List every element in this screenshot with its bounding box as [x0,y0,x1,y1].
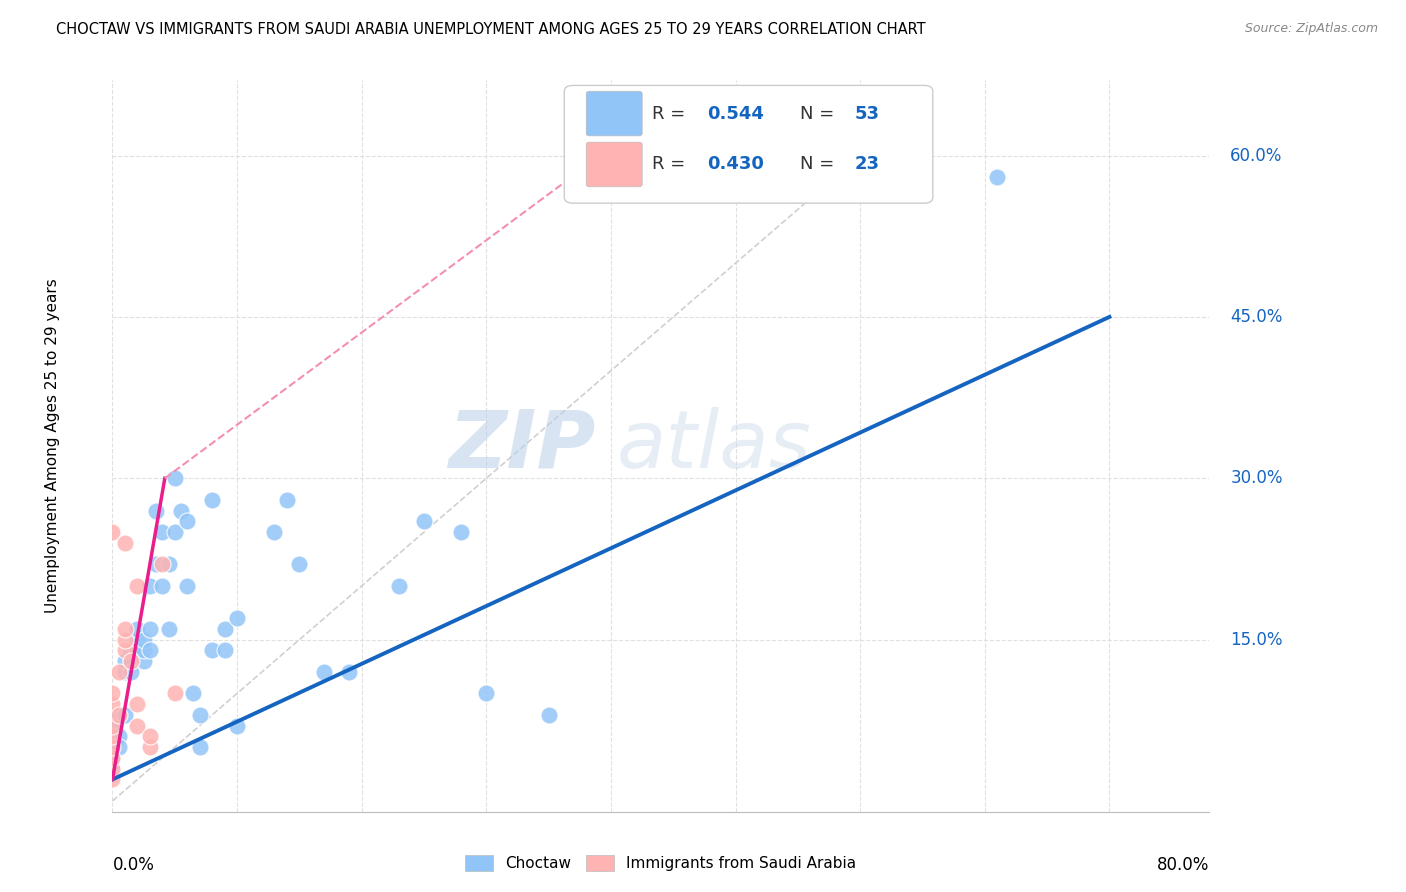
Point [176,579,198,593]
Point [127,719,149,733]
Point [188,707,211,722]
Point [201,643,224,657]
Point [150,524,173,539]
Point [114,632,136,647]
Point [101,524,124,539]
Point [101,762,124,776]
Text: 30.0%: 30.0% [1230,469,1282,487]
Point [170,503,193,517]
Text: R =: R = [652,155,690,173]
Point [127,643,149,657]
Text: N =: N = [800,104,841,122]
Text: ZIP: ZIP [447,407,595,485]
Point [114,707,136,722]
Text: 45.0%: 45.0% [1230,308,1282,326]
Point [139,730,162,744]
Point [163,524,186,539]
Point [276,492,298,507]
Point [101,686,124,700]
FancyBboxPatch shape [586,91,643,136]
Point [114,643,136,657]
Point [214,643,236,657]
Point [132,632,155,647]
Point [107,707,129,722]
Point [101,697,124,711]
Point [139,740,162,755]
Text: 53: 53 [855,104,880,122]
Point [101,740,124,755]
Point [139,579,162,593]
FancyBboxPatch shape [564,86,932,203]
Point [288,558,311,572]
Point [226,611,249,625]
Text: Unemployment Among Ages 25 to 29 years: Unemployment Among Ages 25 to 29 years [45,278,59,614]
Point [107,740,129,755]
Point [114,536,136,550]
Point [201,492,224,507]
Point [101,751,124,765]
Point [101,740,124,755]
Point [139,643,162,657]
Text: 15.0%: 15.0% [1230,631,1282,648]
Point [537,707,560,722]
Text: atlas: atlas [617,407,811,485]
Point [413,514,436,528]
Point [101,751,124,765]
Point [214,622,236,636]
Legend: Choctaw, Immigrants from Saudi Arabia: Choctaw, Immigrants from Saudi Arabia [460,849,862,877]
Point [157,558,180,572]
Point [132,654,155,668]
Point [114,622,136,636]
FancyBboxPatch shape [586,142,643,186]
Point [150,558,173,572]
Point [314,665,336,679]
Point [120,654,142,668]
Text: 0.430: 0.430 [707,155,763,173]
Point [188,740,211,755]
Point [263,524,285,539]
Point [114,654,136,668]
Point [183,686,205,700]
Text: N =: N = [800,155,841,173]
Point [163,471,186,485]
Point [388,579,411,593]
Point [107,707,129,722]
Text: 0.0%: 0.0% [112,855,155,873]
Point [120,654,142,668]
Point [101,772,124,787]
Point [114,665,136,679]
Point [176,514,198,528]
Text: 23: 23 [855,155,880,173]
Point [139,622,162,636]
Point [475,686,498,700]
Point [145,503,167,517]
Text: R =: R = [652,104,690,122]
Point [127,632,149,647]
Point [145,558,167,572]
Point [337,665,360,679]
Point [107,665,129,679]
Point [157,622,180,636]
Point [986,170,1008,185]
Text: Source: ZipAtlas.com: Source: ZipAtlas.com [1244,22,1378,36]
Point [101,719,124,733]
Point [120,643,142,657]
Point [127,622,149,636]
Point [101,762,124,776]
Text: 0.544: 0.544 [707,104,763,122]
Point [450,524,472,539]
Text: 80.0%: 80.0% [1157,855,1209,873]
Text: CHOCTAW VS IMMIGRANTS FROM SAUDI ARABIA UNEMPLOYMENT AMONG AGES 25 TO 29 YEARS C: CHOCTAW VS IMMIGRANTS FROM SAUDI ARABIA … [56,22,927,37]
Point [101,730,124,744]
Point [127,579,149,593]
Point [127,697,149,711]
Point [107,730,129,744]
Point [150,579,173,593]
Point [132,643,155,657]
Point [120,665,142,679]
Point [101,719,124,733]
Point [163,686,186,700]
Point [226,719,249,733]
Text: 60.0%: 60.0% [1230,146,1282,165]
